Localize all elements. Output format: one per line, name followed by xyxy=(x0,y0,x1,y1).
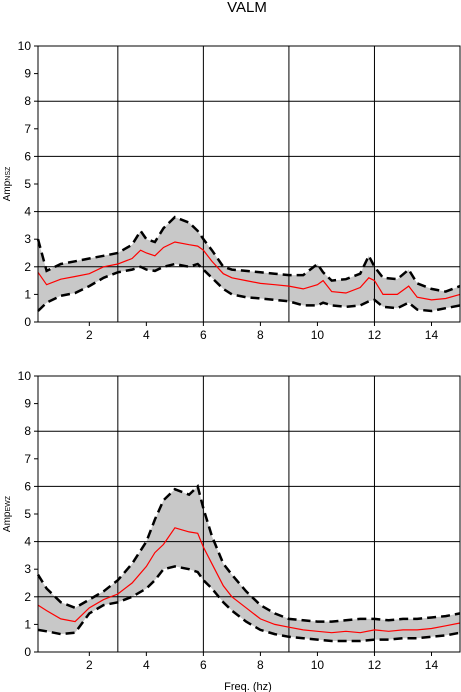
y-axis-label: AmpEWZ xyxy=(2,495,13,532)
x-tick-label: 12 xyxy=(368,658,382,672)
upper-bound-line xyxy=(36,215,461,293)
x-tick-label: 12 xyxy=(368,328,382,342)
y-axis-label: AmpNSZ xyxy=(2,166,13,201)
confidence-band xyxy=(38,486,460,641)
y-tick-label: 6 xyxy=(24,479,31,493)
confidence-band xyxy=(38,217,460,311)
x-tick-label: 14 xyxy=(425,658,439,672)
x-tick-label: 10 xyxy=(311,328,325,342)
x-tick-label: 8 xyxy=(257,658,264,672)
x-tick-label: 6 xyxy=(200,328,207,342)
y-tick-label: 4 xyxy=(24,205,31,219)
x-tick-label: 2 xyxy=(86,328,93,342)
x-tick-label: 14 xyxy=(425,328,439,342)
y-tick-label: 10 xyxy=(18,39,32,53)
y-tick-label: 9 xyxy=(24,67,31,81)
y-tick-label: 5 xyxy=(24,507,31,521)
figure-title: VALM xyxy=(227,0,267,16)
upper-bound-line xyxy=(36,484,461,623)
x-tick-label: 6 xyxy=(200,658,207,672)
y-tick-label: 2 xyxy=(24,590,31,604)
y-tick-label: 7 xyxy=(24,452,31,466)
y-tick-label: 3 xyxy=(24,232,31,246)
y-tick-label: 8 xyxy=(24,94,31,108)
x-tick-label: 2 xyxy=(86,658,93,672)
y-tick-label: 9 xyxy=(24,397,31,411)
y-tick-label: 1 xyxy=(24,617,31,631)
y-tick-label: 0 xyxy=(24,315,31,329)
y-tick-label: 5 xyxy=(24,177,31,191)
x-tick-label: 4 xyxy=(143,328,150,342)
y-axis-label-subscript: EWZ xyxy=(5,495,12,511)
y-axis-label-main: Amp xyxy=(2,180,13,201)
y-tick-label: 6 xyxy=(24,149,31,163)
lower-bound-line xyxy=(37,262,461,313)
mean-line xyxy=(37,241,461,301)
x-tick-label: 8 xyxy=(257,328,264,342)
y-axis-label-main: Amp xyxy=(2,511,13,532)
y-tick-label: 0 xyxy=(24,645,31,659)
x-axis-label: Freq. (hz) xyxy=(224,681,272,692)
y-tick-label: 3 xyxy=(24,562,31,576)
lower-bound-line xyxy=(37,565,461,643)
y-axis-label-subscript: NSZ xyxy=(5,166,12,181)
y-tick-label: 2 xyxy=(24,260,31,274)
x-tick-label: 10 xyxy=(311,658,325,672)
y-tick-label: 4 xyxy=(24,535,31,549)
mean-line xyxy=(37,527,461,634)
y-tick-label: 10 xyxy=(18,369,32,383)
x-tick-label: 4 xyxy=(143,658,150,672)
y-tick-label: 8 xyxy=(24,424,31,438)
y-tick-label: 7 xyxy=(24,122,31,136)
y-tick-label: 1 xyxy=(24,287,31,301)
